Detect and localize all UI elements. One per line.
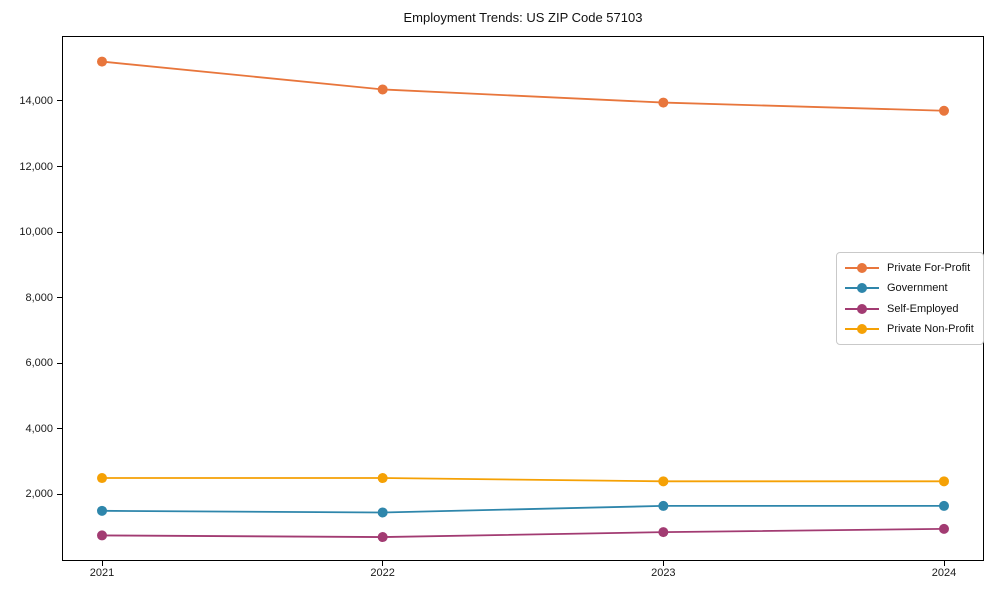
y-tickmark (57, 166, 62, 167)
y-tickmark (57, 428, 62, 430)
x-tickmark (943, 561, 945, 566)
legend-line-marker-icon (845, 303, 879, 315)
series-line-private-non-profit (102, 477, 944, 483)
y-tick-label: 8,000 (25, 291, 53, 304)
legend-label: Private For-Profit (887, 262, 971, 275)
y-tick-label: 14,000 (19, 94, 53, 107)
data-point-marker (377, 507, 388, 518)
y-tick-label: 4,000 (25, 422, 53, 435)
legend-label: Government (887, 282, 948, 295)
y-tickmark (57, 297, 62, 299)
x-tick-label: 2023 (651, 567, 676, 579)
legend-line-marker-icon (845, 262, 879, 274)
y-tickmark (57, 100, 62, 102)
x-tickmark (101, 561, 103, 566)
y-tick-label: 10,000 (19, 226, 53, 239)
data-point-marker (97, 473, 107, 484)
data-point-marker (939, 105, 949, 116)
data-point-marker (939, 523, 949, 534)
y-tickmark (57, 362, 62, 364)
data-point-marker (658, 527, 669, 538)
x-tick-label: 2021 (89, 567, 115, 579)
legend-line-marker-icon (845, 282, 879, 294)
data-point-marker (658, 476, 669, 487)
legend-entry-self-employed: Self-Employed (845, 300, 975, 318)
series-line-government (101, 505, 944, 514)
legend-entry-private-non-profit: Private Non-Profit (845, 320, 975, 338)
data-point-marker (97, 530, 107, 541)
legend: Private For-Profit Government Self-Employe… (836, 252, 984, 345)
x-tick-label: 2022 (370, 567, 395, 579)
x-tickmark (382, 561, 384, 566)
y-tickmark (57, 231, 62, 233)
data-point-marker (97, 505, 107, 516)
data-point-marker (939, 500, 949, 511)
legend-entry-private-for-profit: Private For-Profit (845, 259, 975, 277)
data-point-marker (377, 532, 388, 543)
legend-label: Self-Employed (887, 302, 959, 315)
legend-label: Private Non-Profit (887, 322, 974, 335)
legend-line-marker-icon (845, 323, 879, 335)
x-tickmark (662, 561, 664, 566)
series-line-private-for-profit (101, 60, 945, 112)
data-point-marker (658, 500, 669, 511)
y-tickmark (57, 493, 62, 495)
data-point-marker (377, 473, 388, 484)
data-point-marker (939, 476, 949, 487)
y-tick-label: 6,000 (25, 357, 53, 370)
data-point-marker (377, 84, 388, 95)
data-point-marker (658, 97, 669, 108)
x-tick-label: 2024 (931, 567, 957, 579)
legend-entry-government: Government (845, 279, 975, 297)
series-line-self-employed (101, 527, 945, 538)
y-tick-label: 12,000 (19, 160, 53, 173)
data-point-marker (97, 56, 107, 67)
y-tick-label: 2,000 (25, 488, 53, 501)
chart-title: Employment Trends: US ZIP Code 57103 (403, 10, 643, 25)
